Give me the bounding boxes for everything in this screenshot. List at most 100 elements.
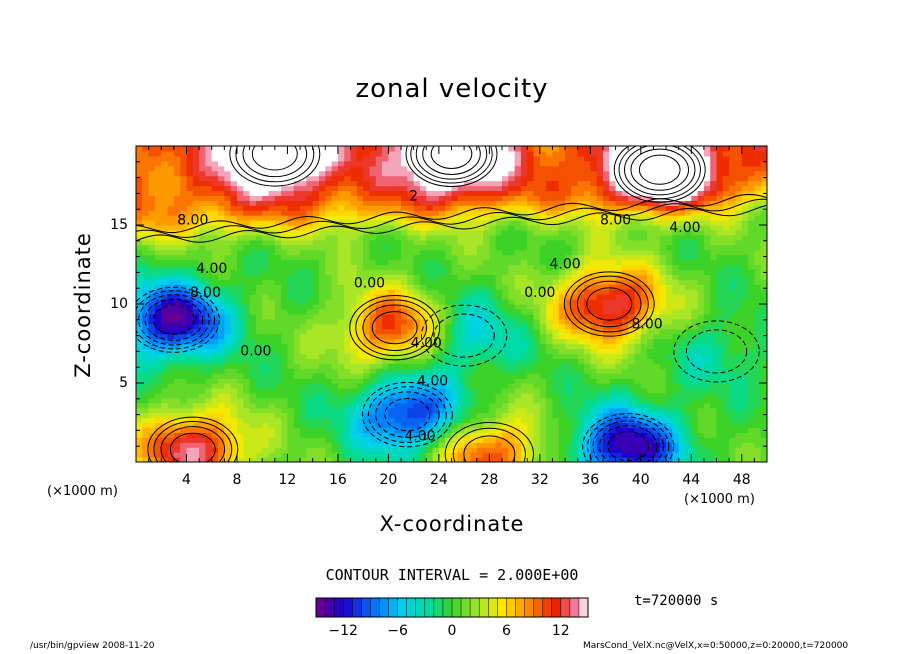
heatmap-cell bbox=[483, 274, 490, 280]
heatmap-cell bbox=[230, 412, 238, 419]
heatmap-cell bbox=[136, 175, 143, 182]
heatmap-cell bbox=[268, 269, 276, 275]
heatmap-cell bbox=[375, 358, 383, 364]
heatmap-cell bbox=[565, 447, 572, 453]
heatmap-cell bbox=[369, 274, 377, 280]
heatmap-cell bbox=[236, 220, 244, 226]
heatmap-cell bbox=[243, 185, 251, 192]
heatmap-cell bbox=[533, 457, 541, 462]
heatmap-cell bbox=[382, 338, 389, 345]
heatmap-cell bbox=[180, 205, 188, 211]
heatmap-cell bbox=[167, 348, 175, 354]
heatmap-cell bbox=[136, 195, 143, 201]
heatmap-cell bbox=[255, 437, 263, 443]
heatmap-cell bbox=[281, 180, 289, 187]
heatmap-cell bbox=[495, 397, 503, 404]
heatmap-cell bbox=[438, 378, 446, 384]
heatmap-cell bbox=[539, 353, 547, 359]
heatmap-cell bbox=[173, 417, 181, 424]
heatmap-cell bbox=[293, 304, 301, 310]
heatmap-cell bbox=[224, 368, 232, 374]
heatmap-cell bbox=[602, 422, 610, 429]
heatmap-cell bbox=[558, 220, 566, 226]
heatmap-cell bbox=[369, 422, 377, 429]
heatmap-cell bbox=[318, 363, 326, 369]
heatmap-cell bbox=[527, 249, 535, 256]
heatmap-cell bbox=[394, 373, 402, 379]
heatmap-cell bbox=[180, 457, 188, 462]
heatmap-cell bbox=[148, 289, 156, 295]
heatmap-cell bbox=[495, 363, 503, 369]
heatmap-cell bbox=[293, 210, 301, 216]
heatmap-cell bbox=[520, 175, 528, 182]
heatmap-cell bbox=[249, 289, 257, 295]
heatmap-cell bbox=[457, 200, 465, 206]
heatmap-cell bbox=[464, 422, 472, 429]
heatmap-cell bbox=[249, 150, 257, 157]
heatmap-cell bbox=[621, 452, 629, 458]
heatmap-cell bbox=[596, 407, 604, 414]
heatmap-cell bbox=[356, 343, 364, 350]
heatmap-cell bbox=[602, 155, 610, 162]
heatmap-cell bbox=[470, 343, 478, 350]
heatmap-cell bbox=[236, 412, 244, 419]
heatmap-cell bbox=[401, 353, 408, 359]
heatmap-cell bbox=[571, 289, 579, 295]
heatmap-cell bbox=[596, 387, 604, 394]
heatmap-cell bbox=[375, 338, 383, 345]
heatmap-cell bbox=[539, 229, 547, 236]
heatmap-cell bbox=[243, 378, 251, 384]
heatmap-cell bbox=[274, 279, 282, 285]
heatmap-cell bbox=[577, 318, 585, 325]
heatmap-cell bbox=[514, 358, 522, 364]
heatmap-cell bbox=[501, 239, 509, 246]
heatmap-cell bbox=[426, 249, 434, 256]
heatmap-cell bbox=[394, 234, 402, 241]
heatmap-cell bbox=[180, 318, 188, 325]
heatmap-cell bbox=[173, 185, 181, 192]
heatmap-cell bbox=[394, 225, 402, 231]
heatmap-cell bbox=[161, 190, 169, 196]
heatmap-cell bbox=[142, 200, 150, 206]
heatmap-cell bbox=[501, 333, 509, 340]
heatmap-cell bbox=[590, 294, 598, 300]
heatmap-cell bbox=[363, 160, 371, 167]
heatmap-cell bbox=[539, 254, 547, 261]
heatmap-cell bbox=[192, 234, 200, 241]
heatmap-cell bbox=[527, 457, 535, 462]
heatmap-cell bbox=[508, 323, 516, 330]
heatmap-cell bbox=[483, 195, 490, 201]
heatmap-cell bbox=[224, 343, 232, 350]
heatmap-cell bbox=[451, 378, 459, 384]
heatmap-cell bbox=[318, 447, 326, 453]
heatmap-cell bbox=[445, 239, 453, 246]
heatmap-cell bbox=[350, 343, 358, 350]
heatmap-cell bbox=[495, 160, 503, 167]
heatmap-cell bbox=[438, 180, 446, 187]
heatmap-cell bbox=[489, 259, 497, 266]
heatmap-cell bbox=[546, 308, 554, 315]
heatmap-cell bbox=[407, 229, 415, 236]
heatmap-cell bbox=[142, 432, 150, 438]
heatmap-cell bbox=[457, 146, 465, 152]
heatmap-cell bbox=[249, 407, 257, 414]
heatmap-cell bbox=[457, 343, 465, 350]
heatmap-cell bbox=[287, 447, 295, 453]
heatmap-cell bbox=[539, 225, 547, 231]
heatmap-cell bbox=[363, 190, 371, 196]
heatmap-cell bbox=[211, 343, 219, 350]
heatmap-cell bbox=[628, 452, 636, 458]
heatmap-cell bbox=[520, 343, 528, 350]
heatmap-cell bbox=[262, 333, 270, 340]
heatmap-cell bbox=[584, 442, 591, 448]
heatmap-cell bbox=[464, 264, 472, 271]
heatmap-cell bbox=[615, 160, 623, 167]
heatmap-cell bbox=[249, 328, 257, 335]
heatmap-cell bbox=[470, 185, 478, 192]
heatmap-cell bbox=[274, 457, 282, 462]
heatmap-cell bbox=[375, 457, 383, 462]
heatmap-cell bbox=[268, 185, 276, 192]
heatmap-cell bbox=[136, 165, 143, 172]
heatmap-cell bbox=[596, 318, 604, 325]
heatmap-cell bbox=[539, 259, 547, 266]
